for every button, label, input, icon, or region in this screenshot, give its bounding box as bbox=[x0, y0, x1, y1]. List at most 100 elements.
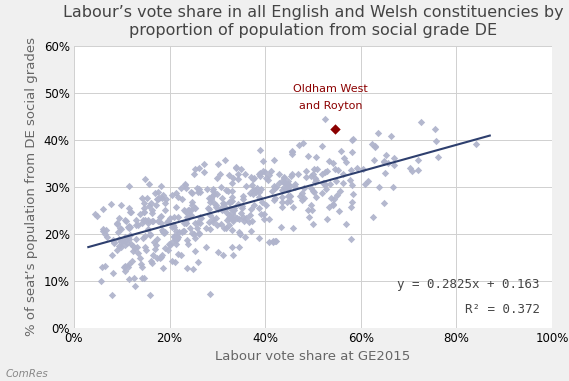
Point bbox=[238, 195, 248, 202]
Point bbox=[254, 235, 263, 241]
Point bbox=[307, 173, 316, 179]
Point bbox=[271, 238, 281, 244]
Point bbox=[309, 189, 318, 195]
Point bbox=[136, 255, 145, 261]
Point bbox=[162, 219, 171, 225]
Point bbox=[329, 202, 338, 208]
Point bbox=[311, 194, 320, 200]
Point bbox=[195, 220, 204, 226]
Point bbox=[171, 228, 180, 234]
Point bbox=[212, 215, 221, 221]
Point bbox=[200, 169, 209, 175]
Point bbox=[152, 235, 161, 242]
Point bbox=[180, 181, 189, 187]
Point bbox=[222, 205, 231, 211]
Point bbox=[244, 219, 253, 225]
Point bbox=[167, 192, 176, 198]
Point bbox=[90, 211, 100, 218]
Point bbox=[159, 192, 168, 198]
Point bbox=[324, 158, 333, 164]
Point bbox=[217, 195, 226, 202]
Point bbox=[307, 202, 316, 208]
Point bbox=[120, 242, 129, 248]
Point bbox=[348, 136, 357, 142]
Point bbox=[146, 292, 155, 298]
Point bbox=[208, 193, 217, 199]
Point bbox=[309, 188, 318, 194]
Point bbox=[269, 238, 278, 244]
Point bbox=[121, 217, 130, 223]
Point bbox=[269, 182, 278, 189]
Point bbox=[150, 246, 159, 252]
Point bbox=[139, 235, 148, 241]
Point bbox=[218, 200, 227, 206]
Point bbox=[169, 234, 178, 240]
Point bbox=[204, 219, 213, 225]
Point bbox=[120, 234, 129, 240]
Point bbox=[183, 265, 192, 271]
Point bbox=[407, 168, 417, 174]
Point bbox=[130, 245, 139, 251]
Point bbox=[240, 171, 249, 177]
Point bbox=[123, 264, 133, 271]
Point bbox=[380, 158, 389, 164]
Point bbox=[180, 208, 189, 214]
Point bbox=[430, 126, 439, 132]
Point bbox=[336, 188, 345, 194]
Point bbox=[131, 236, 141, 242]
Point bbox=[188, 199, 197, 205]
Point bbox=[318, 190, 327, 196]
Point bbox=[347, 204, 356, 210]
Point bbox=[147, 207, 156, 213]
Point bbox=[183, 237, 192, 243]
Point bbox=[182, 184, 191, 190]
Point bbox=[184, 207, 193, 213]
Point bbox=[97, 278, 106, 284]
Point bbox=[220, 201, 229, 207]
Point bbox=[110, 240, 119, 246]
Point bbox=[126, 224, 135, 231]
Point bbox=[227, 227, 236, 233]
Point bbox=[178, 229, 187, 235]
Point bbox=[107, 201, 116, 207]
Point bbox=[183, 214, 192, 220]
Point bbox=[219, 226, 228, 232]
Point bbox=[205, 212, 215, 218]
Point bbox=[334, 166, 343, 173]
Point bbox=[259, 216, 268, 222]
Point bbox=[158, 195, 167, 201]
Point bbox=[134, 250, 143, 256]
Point bbox=[170, 214, 179, 220]
Point bbox=[125, 223, 134, 229]
Point bbox=[431, 138, 440, 144]
Point bbox=[116, 239, 125, 245]
Point bbox=[204, 195, 213, 201]
Point bbox=[233, 215, 242, 221]
Point bbox=[331, 178, 340, 184]
Point bbox=[286, 183, 295, 189]
Point bbox=[252, 185, 261, 191]
Point bbox=[145, 181, 154, 187]
Point bbox=[213, 175, 222, 181]
Point bbox=[352, 165, 361, 171]
Point bbox=[271, 185, 280, 191]
Point bbox=[254, 171, 263, 177]
Point bbox=[98, 206, 108, 212]
Point bbox=[310, 166, 319, 172]
Point bbox=[163, 247, 172, 253]
Point bbox=[131, 283, 140, 289]
Point bbox=[117, 202, 126, 208]
Point bbox=[196, 215, 205, 221]
Point bbox=[207, 196, 216, 202]
Point bbox=[137, 264, 146, 270]
Point bbox=[122, 240, 131, 246]
Point bbox=[172, 204, 181, 210]
Point bbox=[234, 229, 244, 235]
Point bbox=[185, 207, 194, 213]
Point bbox=[209, 200, 218, 206]
Point bbox=[194, 165, 203, 171]
Point bbox=[98, 226, 108, 232]
Point bbox=[246, 228, 255, 234]
Point bbox=[228, 180, 237, 186]
Point bbox=[313, 166, 322, 173]
